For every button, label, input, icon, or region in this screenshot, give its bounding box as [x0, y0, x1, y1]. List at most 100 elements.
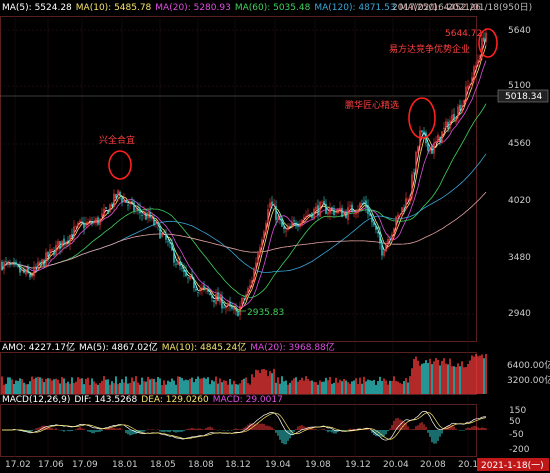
candle-body [293, 220, 295, 222]
candle-body [443, 127, 445, 130]
candle-body [97, 217, 99, 225]
candle-body [317, 205, 319, 215]
candle-body [477, 59, 479, 65]
volume-bar [339, 379, 341, 394]
volume-bar [217, 383, 219, 394]
candle-body [179, 261, 181, 267]
candle-body [263, 231, 265, 238]
legend-item: MA(20): 5280.93 [155, 3, 231, 13]
candle-body [31, 276, 33, 278]
candle-body [39, 262, 41, 265]
volume-bar [461, 361, 463, 394]
candle-body [197, 292, 199, 293]
candle-body [421, 130, 423, 133]
dif-line [2, 411, 487, 441]
volume-bar [447, 364, 449, 394]
volume-bar [347, 382, 349, 394]
volume-bar [167, 380, 169, 394]
candle-body [449, 120, 451, 129]
candle-body [221, 296, 223, 309]
current-date-label: 2021-1-18(一) [481, 461, 544, 471]
volume-bar [293, 378, 295, 394]
candle-body [337, 209, 339, 214]
volume-bar [107, 379, 109, 394]
low-label: 2935.83 [247, 308, 284, 318]
volume-bar [129, 382, 131, 394]
candle-body [361, 203, 363, 205]
candle-body [465, 86, 467, 102]
candle-body [61, 240, 63, 248]
volume-bar [15, 380, 17, 394]
grid-lines [0, 16, 477, 457]
volume-bar [449, 358, 451, 394]
macd-axis: 150 50 -50 -200 [509, 406, 530, 455]
candle-body [379, 231, 381, 244]
volume-bar [483, 358, 485, 394]
candle-body [401, 207, 403, 214]
candle-body [271, 201, 273, 206]
volume-bar [269, 371, 271, 394]
candle-body [83, 222, 85, 229]
x-tick: 20.12 [458, 460, 484, 470]
volume-bar [165, 384, 167, 394]
volume-bar [467, 363, 469, 394]
volume-bar [87, 377, 89, 394]
candle-body [109, 204, 111, 213]
x-tick: 19.08 [305, 460, 331, 470]
candle-body [475, 65, 477, 68]
ma-line [1, 60, 487, 309]
volume-bar [85, 378, 87, 394]
candle-body [53, 250, 55, 256]
volume-bar [463, 367, 465, 394]
volume-bar [337, 382, 339, 394]
candle-body [51, 248, 53, 251]
candle-body [345, 211, 347, 218]
candle-body [403, 208, 405, 210]
volume-bar [121, 379, 123, 394]
candle-body [463, 99, 465, 104]
moving-average-lines [1, 37, 487, 313]
candle-body [455, 117, 457, 122]
vol-y-tick: 6400.00亿 [507, 359, 550, 371]
current-date-box [477, 458, 549, 471]
candle-body [13, 261, 15, 264]
volume-bar [443, 358, 445, 394]
candle-body [291, 222, 293, 227]
candle-body [71, 234, 73, 238]
candle-body [225, 306, 227, 309]
candle-body [307, 214, 309, 216]
candle-body [127, 204, 129, 206]
volume-bar [117, 384, 119, 394]
candle-body [69, 234, 71, 245]
volume-bar [157, 376, 159, 394]
candle-body [267, 209, 269, 223]
macd-y-tick: 150 [509, 406, 526, 416]
candle-body [191, 274, 193, 278]
candle-body [81, 221, 83, 223]
candle-body [195, 288, 197, 291]
volume-bar [313, 381, 315, 394]
volume-bar [435, 358, 437, 394]
vol-y-tick: 3200.00亿 [507, 374, 550, 386]
price-axis: 5640 5100 4560 4020 3480 2940 [508, 26, 531, 319]
candle-body [199, 288, 201, 292]
volume-bar [31, 376, 33, 394]
volume-bar [351, 381, 353, 394]
candle-body [213, 299, 215, 303]
volume-bar [219, 378, 221, 394]
volume-bar [221, 382, 223, 394]
candle-body [45, 252, 47, 268]
volume-bar [327, 380, 329, 394]
volume-bar [271, 373, 273, 394]
volume-bar [73, 383, 75, 394]
candle-body [115, 194, 117, 199]
candle-body [163, 231, 165, 233]
candle-body [363, 201, 365, 203]
candle-body [351, 204, 353, 213]
volume-bar [11, 379, 13, 394]
candle-body [169, 241, 171, 244]
volume-bar [131, 377, 133, 394]
volume-bar [183, 380, 185, 394]
volume-bar [185, 379, 187, 394]
